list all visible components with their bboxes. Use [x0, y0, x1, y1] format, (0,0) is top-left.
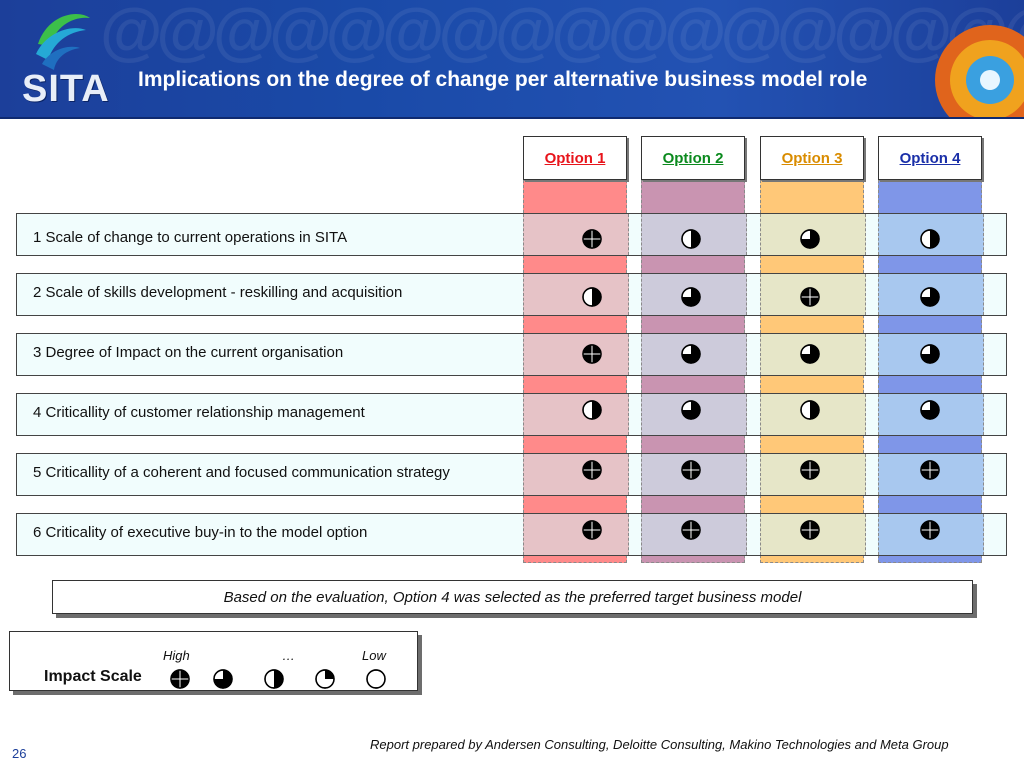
page-number: 26 — [12, 746, 27, 761]
harvey-ball-icon — [582, 460, 602, 480]
harvey-ball-icon — [800, 344, 820, 364]
harvey-ball-icon — [681, 287, 701, 307]
legend-high-label: High — [163, 648, 190, 663]
harvey-ball-icon — [800, 520, 820, 540]
legend-harvey-ball-icon — [366, 669, 386, 689]
rating-cell — [523, 274, 629, 315]
sita-logo-swirl-icon — [36, 13, 90, 70]
harvey-ball-icon — [582, 400, 602, 420]
criteria-label: 4 Criticallity of customer relationship … — [33, 404, 365, 421]
criteria-row: 4 Criticallity of customer relationship … — [16, 393, 1007, 436]
decorative-orb-icon — [935, 25, 1024, 117]
legend-low-label: Low — [362, 648, 386, 663]
harvey-ball-icon — [920, 400, 940, 420]
harvey-ball-icon — [800, 287, 820, 307]
criteria-row: 6 Criticality of executive buy-in to the… — [16, 513, 1007, 556]
harvey-ball-icon — [582, 287, 602, 307]
harvey-ball-icon — [582, 229, 602, 249]
rating-cell — [523, 394, 629, 435]
sita-logo-text: SITA — [22, 68, 110, 110]
criteria-row: 1 Scale of change to current operations … — [16, 213, 1007, 256]
harvey-ball-icon — [681, 460, 701, 480]
harvey-ball-icon — [681, 520, 701, 540]
harvey-ball-icon — [920, 287, 940, 307]
legend-mid-label: … — [282, 648, 295, 663]
option-1-header: Option 1 — [523, 136, 627, 180]
option-4-header: Option 4 — [878, 136, 982, 180]
criteria-label: 6 Criticality of executive buy-in to the… — [33, 524, 368, 541]
page-title: Implications on the degree of change per… — [138, 68, 868, 91]
banner-pattern: @@@@@@@@@@@@@@@@@@ — [100, 0, 1024, 67]
harvey-ball-icon — [920, 229, 940, 249]
legend-harvey-ball-icon — [264, 669, 284, 689]
criteria-label: 2 Scale of skills development - reskilli… — [33, 284, 403, 301]
harvey-ball-icon — [920, 520, 940, 540]
header-banner: @@@@@@@@@@@@@@@@@@ SITA Implications on … — [0, 0, 1024, 117]
rating-cell — [523, 514, 629, 555]
harvey-ball-icon — [920, 460, 940, 480]
criteria-label: 5 Criticallity of a coherent and focused… — [33, 464, 450, 481]
rating-cell — [523, 454, 629, 495]
legend-title: Impact Scale — [44, 668, 142, 685]
criteria-row: 2 Scale of skills development - reskilli… — [16, 273, 1007, 316]
legend-harvey-ball-icon — [170, 669, 190, 689]
legend-harvey-ball-icon — [213, 669, 233, 689]
criteria-row: 3 Degree of Impact on the current organi… — [16, 333, 1007, 376]
rating-cell — [523, 334, 629, 375]
impact-scale-legend: High … Low Impact Scale — [9, 631, 418, 691]
option-2-header: Option 2 — [641, 136, 745, 180]
harvey-ball-icon — [920, 344, 940, 364]
harvey-ball-icon — [681, 400, 701, 420]
banner-divider — [0, 117, 1024, 119]
option-3-header: Option 3 — [760, 136, 864, 180]
harvey-ball-icon — [681, 229, 701, 249]
harvey-ball-icon — [681, 344, 701, 364]
report-credit: Report prepared by Andersen Consulting, … — [370, 737, 949, 752]
harvey-ball-icon — [582, 344, 602, 364]
criteria-label: 3 Degree of Impact on the current organi… — [33, 344, 344, 361]
harvey-ball-icon — [800, 460, 820, 480]
legend-harvey-ball-icon — [315, 669, 335, 689]
conclusion-box: Based on the evaluation, Option 4 was se… — [52, 580, 973, 614]
harvey-ball-icon — [800, 400, 820, 420]
harvey-ball-icon — [800, 229, 820, 249]
criteria-row: 5 Criticallity of a coherent and focused… — [16, 453, 1007, 496]
rating-cell — [523, 214, 629, 255]
criteria-label: 1 Scale of change to current operations … — [33, 229, 348, 246]
harvey-ball-icon — [582, 520, 602, 540]
